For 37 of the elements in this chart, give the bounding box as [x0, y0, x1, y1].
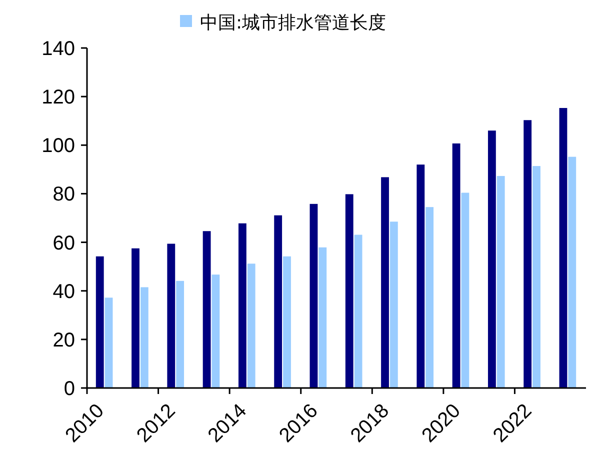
bar — [310, 204, 318, 388]
bar — [524, 120, 532, 388]
bar — [496, 176, 505, 388]
bar — [354, 234, 362, 388]
bar — [176, 280, 184, 388]
y-tick-label: 100 — [42, 135, 75, 158]
bar — [238, 223, 246, 388]
y-tick-label: 0 — [64, 378, 75, 400]
y-tick-label: 120 — [42, 86, 75, 109]
y-tick-label: 80 — [52, 184, 75, 206]
bar — [318, 247, 327, 388]
bar — [390, 222, 398, 388]
bar — [247, 264, 256, 388]
bar — [452, 143, 460, 388]
bar — [96, 256, 104, 388]
bar — [283, 256, 291, 388]
bar — [568, 156, 576, 388]
y-tick-label: 140 — [42, 38, 75, 60]
bar — [426, 207, 434, 388]
bar — [274, 215, 282, 388]
bar — [104, 298, 113, 388]
bar — [140, 287, 148, 388]
bar — [132, 248, 140, 388]
bar — [202, 231, 211, 388]
bar — [345, 194, 354, 388]
bar — [559, 108, 568, 388]
y-tick-label: 20 — [52, 329, 75, 352]
bar — [167, 244, 176, 388]
y-tick-label: 40 — [52, 280, 75, 303]
y-tick-label: 60 — [52, 232, 75, 254]
bar — [532, 166, 540, 388]
bar — [212, 274, 220, 388]
bar — [416, 164, 425, 388]
bar — [381, 177, 389, 388]
bar — [461, 192, 470, 388]
bar — [488, 130, 496, 388]
legend-label: 中国:城市排水管道长度 — [200, 12, 386, 34]
